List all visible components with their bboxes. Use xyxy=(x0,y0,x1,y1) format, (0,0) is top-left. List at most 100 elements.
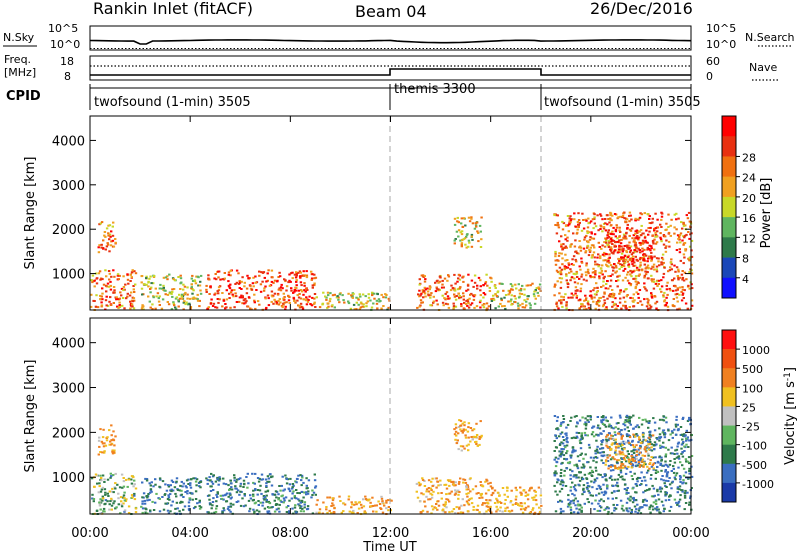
power-cell xyxy=(423,280,427,283)
power-cell xyxy=(462,292,465,295)
freq-tick-top: 18 xyxy=(60,55,74,68)
velocity-cell xyxy=(252,508,255,511)
velocity-cell xyxy=(539,510,542,513)
velocity-cell xyxy=(475,422,478,425)
velocity-cell xyxy=(690,455,694,457)
velocity-cell xyxy=(106,492,109,495)
power-cell xyxy=(274,300,277,303)
power-cell xyxy=(186,297,189,300)
velocity-cell xyxy=(415,490,418,493)
power-cell xyxy=(460,243,463,246)
power-cell xyxy=(554,263,558,266)
velocity-cell xyxy=(573,415,577,418)
velocity-cell xyxy=(125,478,128,481)
power-cell xyxy=(435,299,438,302)
power-cell xyxy=(510,294,513,297)
power-cell xyxy=(563,246,566,249)
power-cell xyxy=(175,296,179,299)
power-cell xyxy=(283,298,286,301)
velocity-cell xyxy=(628,460,631,463)
power-cell xyxy=(221,305,224,308)
power-cell xyxy=(651,280,654,283)
velocity-cell xyxy=(154,478,157,481)
power-cell xyxy=(466,298,470,301)
velocity-cell xyxy=(130,478,133,481)
velocity-cell xyxy=(514,503,517,505)
power-cell xyxy=(498,282,501,285)
velocity-cell xyxy=(134,507,138,510)
velocity-cell xyxy=(589,466,592,469)
velocity-cell xyxy=(252,495,255,498)
power-cell xyxy=(609,275,612,277)
power-cell xyxy=(648,304,652,307)
power-cell xyxy=(97,251,101,254)
power-cell xyxy=(359,295,362,298)
velocity-cell xyxy=(688,470,691,472)
power-cell xyxy=(639,264,642,267)
power-cell xyxy=(607,240,611,243)
power-cell xyxy=(224,303,227,305)
velocity-cell xyxy=(569,508,573,511)
velocity-cell xyxy=(481,496,484,499)
velocity-cell xyxy=(539,494,543,497)
power-cell xyxy=(470,245,474,248)
power-cell xyxy=(636,235,639,237)
velocity-cell xyxy=(300,499,304,502)
velocity-cell xyxy=(664,494,667,497)
velocity-cell xyxy=(448,511,451,514)
power-cell xyxy=(490,300,494,302)
power-cell xyxy=(380,293,383,296)
power-cell xyxy=(614,297,617,300)
power-cell xyxy=(188,297,192,300)
power-cell xyxy=(584,294,587,297)
velocity-cell xyxy=(635,491,638,494)
velocity-cell xyxy=(558,444,562,446)
power-cell xyxy=(608,253,611,256)
power-cell xyxy=(379,300,382,302)
power-cell xyxy=(593,213,596,216)
power-cell xyxy=(586,268,590,271)
velocity-cell xyxy=(582,466,585,469)
power-cell xyxy=(296,294,299,297)
velocity-cell xyxy=(636,424,639,427)
velocity-cell xyxy=(467,436,470,439)
velocity-cell xyxy=(222,477,225,480)
velocity-cell xyxy=(600,440,603,442)
velocity-cell xyxy=(638,477,642,479)
velocity-cell xyxy=(569,489,572,492)
velocity-cell xyxy=(194,498,198,500)
velocity-cell xyxy=(554,470,557,473)
velocity-cell xyxy=(381,501,384,504)
velocity-cell xyxy=(509,501,512,504)
power-cell xyxy=(101,292,104,295)
velocity-cell xyxy=(664,484,667,487)
velocity-cell xyxy=(120,505,124,508)
power-cell xyxy=(421,274,425,277)
power-cell xyxy=(587,217,590,220)
velocity-cell xyxy=(565,452,568,455)
velocity-cell xyxy=(220,497,224,500)
velocity-cell xyxy=(659,512,662,515)
velocity-colorbar-tick-label: -100 xyxy=(742,440,767,453)
power-cell xyxy=(688,287,691,290)
power-cell xyxy=(566,236,569,239)
velocity-cell xyxy=(94,473,98,476)
power-cell xyxy=(457,235,460,238)
x-tick-label: 08:00 xyxy=(272,526,309,541)
power-cell xyxy=(643,248,646,251)
power-cell xyxy=(301,307,305,310)
power-cell xyxy=(355,296,358,299)
velocity-cell xyxy=(141,496,144,499)
velocity-cell xyxy=(429,487,433,490)
power-cell xyxy=(663,299,667,302)
power-cell xyxy=(147,295,150,298)
power-cell xyxy=(586,232,589,234)
power-cell xyxy=(609,214,612,217)
power-cell xyxy=(132,297,136,300)
power-cell xyxy=(171,295,174,298)
power-cell xyxy=(628,228,632,231)
velocity-cell xyxy=(143,502,147,505)
power-cell xyxy=(584,250,588,253)
velocity-cell xyxy=(647,443,650,446)
velocity-cell xyxy=(606,456,609,459)
